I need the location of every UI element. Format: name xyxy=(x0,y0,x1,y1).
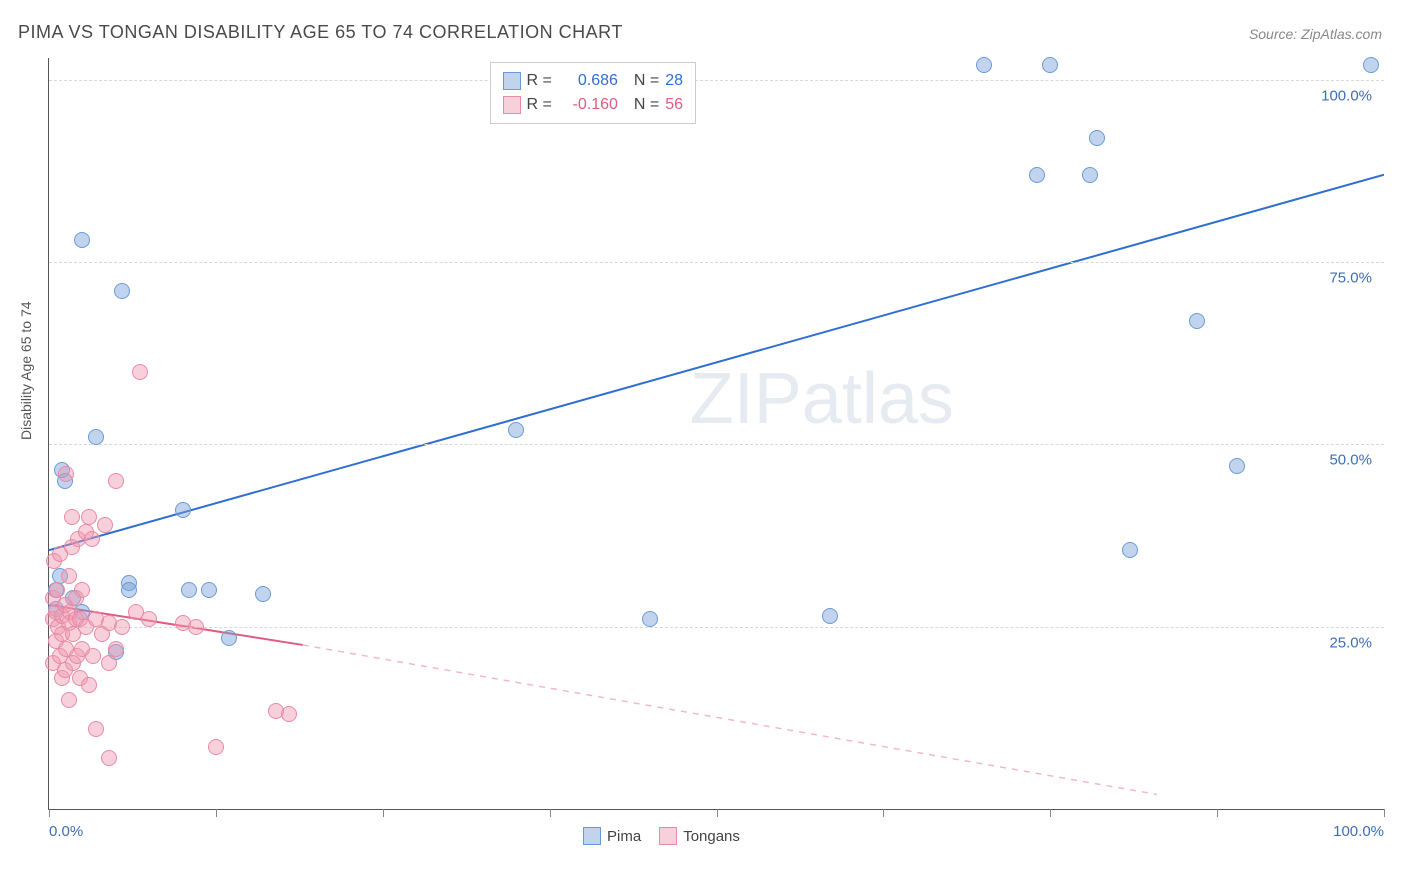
data-point xyxy=(97,517,113,533)
x-tick xyxy=(883,809,884,817)
source-label: Source: ZipAtlas.com xyxy=(1249,26,1382,42)
data-point xyxy=(281,706,297,722)
data-point xyxy=(114,283,130,299)
n-value: 56 xyxy=(665,96,683,114)
series-name: Pima xyxy=(607,828,641,845)
stats-legend-row: R = 0.686 N = 28 xyxy=(503,69,683,93)
data-point xyxy=(1042,57,1058,73)
legend-swatch xyxy=(503,72,521,90)
data-point xyxy=(1029,167,1045,183)
stats-legend: R = 0.686 N = 28 R = -0.160 N = 56 xyxy=(490,62,696,124)
legend-swatch xyxy=(659,827,677,845)
y-tick-label: 25.0% xyxy=(1329,634,1372,651)
gridline xyxy=(49,627,1384,628)
data-point xyxy=(1122,542,1138,558)
chart-title: PIMA VS TONGAN DISABILITY AGE 65 TO 74 C… xyxy=(18,22,623,43)
r-label: R = xyxy=(527,72,552,90)
n-value: 28 xyxy=(665,72,683,90)
x-tick xyxy=(1384,809,1385,817)
correlation-chart: PIMA VS TONGAN DISABILITY AGE 65 TO 74 C… xyxy=(0,0,1406,892)
y-axis-label: Disability Age 65 to 74 xyxy=(18,301,34,440)
x-tick xyxy=(550,809,551,817)
data-point xyxy=(1229,458,1245,474)
data-point xyxy=(1189,313,1205,329)
data-point xyxy=(132,364,148,380)
plot-area: ZIPatlas 25.0%50.0%75.0%100.0%0.0%100.0%… xyxy=(48,58,1384,810)
r-value: 0.686 xyxy=(558,72,618,90)
data-point xyxy=(1082,167,1098,183)
data-point xyxy=(208,739,224,755)
gridline xyxy=(49,444,1384,445)
r-value: -0.160 xyxy=(558,96,618,114)
n-label: N = xyxy=(634,72,659,90)
data-point xyxy=(74,232,90,248)
data-point xyxy=(61,692,77,708)
series-legend: Pima Tongans xyxy=(583,827,740,845)
legend-swatch xyxy=(583,827,601,845)
data-point xyxy=(88,429,104,445)
series-legend-item: Tongans xyxy=(659,827,740,845)
data-point xyxy=(121,582,137,598)
x-tick xyxy=(49,809,50,817)
data-point xyxy=(188,619,204,635)
y-tick-label: 50.0% xyxy=(1329,452,1372,469)
data-point xyxy=(61,568,77,584)
data-point xyxy=(976,57,992,73)
data-point xyxy=(175,502,191,518)
data-point xyxy=(49,582,65,598)
data-point xyxy=(84,531,100,547)
data-point xyxy=(255,586,271,602)
series-name: Tongans xyxy=(683,828,740,845)
legend-swatch xyxy=(503,96,521,114)
x-tick-label-min: 0.0% xyxy=(49,823,83,840)
y-tick-label: 75.0% xyxy=(1329,270,1372,287)
data-point xyxy=(221,630,237,646)
data-point xyxy=(201,582,217,598)
gridline xyxy=(49,80,1384,81)
data-point xyxy=(101,655,117,671)
watermark: ZIPatlas xyxy=(690,358,954,440)
regression-lines xyxy=(49,58,1384,809)
data-point xyxy=(114,619,130,635)
data-point xyxy=(64,509,80,525)
data-point xyxy=(88,721,104,737)
y-tick-label: 100.0% xyxy=(1321,87,1372,104)
data-point xyxy=(141,611,157,627)
data-point xyxy=(1089,130,1105,146)
r-label: R = xyxy=(527,96,552,114)
stats-legend-row: R = -0.160 N = 56 xyxy=(503,93,683,117)
data-point xyxy=(108,641,124,657)
data-point xyxy=(101,750,117,766)
data-point xyxy=(1363,57,1379,73)
data-point xyxy=(85,648,101,664)
x-tick-label-max: 100.0% xyxy=(1333,823,1384,840)
data-point xyxy=(81,509,97,525)
data-point xyxy=(108,473,124,489)
data-point xyxy=(81,677,97,693)
data-point xyxy=(58,466,74,482)
x-tick xyxy=(1050,809,1051,817)
x-tick xyxy=(216,809,217,817)
data-point xyxy=(822,608,838,624)
x-tick xyxy=(1217,809,1218,817)
series-legend-item: Pima xyxy=(583,827,641,845)
gridline xyxy=(49,262,1384,263)
data-point xyxy=(642,611,658,627)
x-tick xyxy=(717,809,718,817)
n-label: N = xyxy=(634,96,659,114)
data-point xyxy=(181,582,197,598)
data-point xyxy=(74,582,90,598)
x-tick xyxy=(383,809,384,817)
data-point xyxy=(508,422,524,438)
